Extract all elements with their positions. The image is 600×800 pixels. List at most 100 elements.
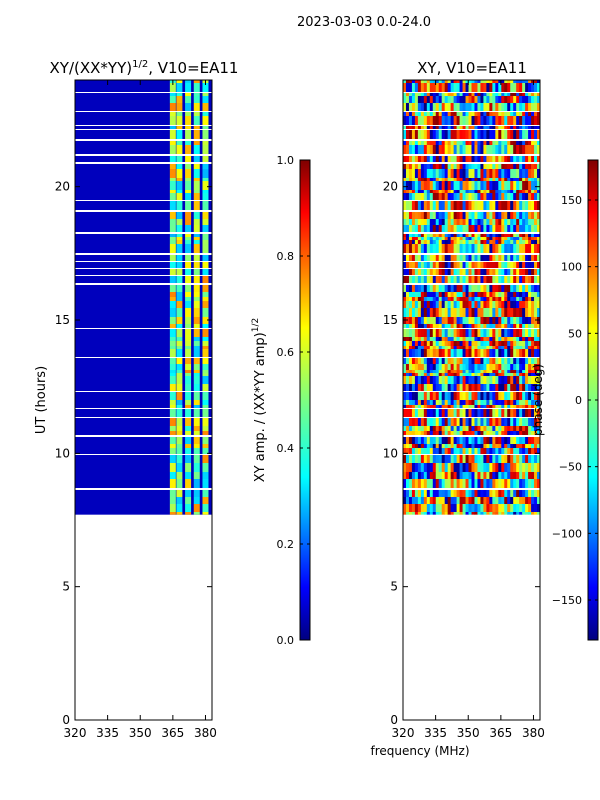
heat-row [75, 329, 212, 337]
heat-cell [498, 130, 502, 139]
heat-cell [510, 364, 514, 370]
heat-cell [403, 269, 407, 275]
heat-cell [432, 212, 437, 219]
heat-cell [441, 262, 446, 268]
heat-cell [462, 472, 466, 479]
heat-cell [403, 145, 407, 154]
heat-cell [465, 181, 469, 190]
heat-cell [525, 193, 529, 200]
heat-cell [423, 405, 428, 408]
heat-cell [435, 201, 440, 210]
heat-cell [417, 324, 422, 328]
heat-cell [528, 418, 532, 426]
heat-cell [522, 276, 526, 283]
heat-cell [522, 193, 526, 200]
heat-cell [498, 317, 502, 324]
heat-cell [510, 96, 514, 103]
heat-cell [453, 373, 458, 376]
heat-row [75, 504, 212, 512]
heat-cell [435, 193, 440, 200]
heat-cell [474, 301, 478, 308]
heat-cell [474, 83, 478, 92]
heat-cell [516, 472, 520, 479]
heat-cell [447, 234, 452, 237]
heat-cell [438, 324, 443, 328]
heat-cell [519, 490, 523, 497]
heat-cell [501, 504, 505, 512]
heat-cell [202, 276, 209, 283]
heat-cell [441, 455, 446, 463]
heat-cell [429, 164, 434, 169]
heat-cell [426, 426, 431, 431]
heat-cell [432, 190, 437, 193]
heat-cell [498, 126, 502, 129]
heat-cell [408, 358, 413, 364]
heat-cell [429, 156, 434, 162]
heat-cell [465, 112, 469, 116]
heat-cell [498, 341, 502, 346]
heat-cell [176, 169, 183, 178]
heat-cell [465, 225, 469, 232]
heat-cell [468, 358, 472, 364]
heat-cell [501, 349, 505, 357]
heat-cell [423, 178, 428, 181]
heat-cell [408, 370, 413, 373]
heat-row [75, 418, 212, 426]
heat-cell [438, 225, 443, 232]
heat-cell [480, 96, 484, 103]
heat-cell [531, 504, 535, 512]
heat-cell [531, 373, 535, 376]
heat-cell [519, 193, 523, 200]
heat-cell [423, 337, 428, 341]
heat-cell [453, 276, 458, 283]
heat-cell [405, 409, 410, 417]
heat-cell [477, 437, 481, 444]
heat-cell [480, 405, 484, 408]
heat-cell [501, 212, 505, 219]
heat-cell [435, 212, 440, 219]
heat-cell [525, 308, 529, 317]
heat-cell [185, 292, 192, 297]
heat-cell [417, 103, 422, 111]
heat-cell [471, 437, 475, 444]
heat-cell [537, 201, 540, 210]
heat-cell [423, 341, 428, 346]
heat-cell [531, 80, 535, 83]
heat-cell [471, 255, 475, 261]
heat-cell [474, 297, 478, 301]
heat-cell [501, 276, 505, 283]
heat-cell [534, 93, 538, 96]
heat-cell [501, 83, 505, 92]
heat-cell [459, 169, 463, 178]
heat-cell [525, 455, 529, 463]
heat-cell [420, 255, 425, 261]
heat-cell [435, 96, 440, 103]
heat-row [75, 392, 212, 400]
heat-cell [441, 112, 446, 116]
heat-cell [447, 504, 452, 512]
heat-cell [525, 292, 529, 297]
heat-cell [408, 400, 413, 405]
heat-cell [537, 112, 540, 116]
heat-cell [450, 512, 455, 515]
heat-cell [414, 364, 419, 370]
heat-cell [516, 255, 520, 261]
heat-cell [438, 83, 443, 92]
heat-cell [429, 96, 434, 103]
heat-cell [459, 455, 463, 463]
heat-cell [483, 181, 487, 190]
heat-cell [513, 96, 517, 103]
heat-cell [202, 126, 209, 129]
heat-cell [486, 426, 490, 431]
heat-cell [480, 116, 484, 125]
heat-cell [441, 337, 446, 341]
heat-cell [501, 219, 505, 225]
heat-cell [534, 301, 538, 308]
heat-cell [432, 392, 437, 400]
heat-cell [417, 212, 422, 219]
heat-cell [414, 83, 419, 92]
left-panel-title: XY/(XX*YY)1/2, V10=EA11 [50, 59, 239, 77]
heat-cell [403, 237, 407, 240]
heat-cell [507, 341, 511, 346]
heat-cell [414, 164, 419, 169]
